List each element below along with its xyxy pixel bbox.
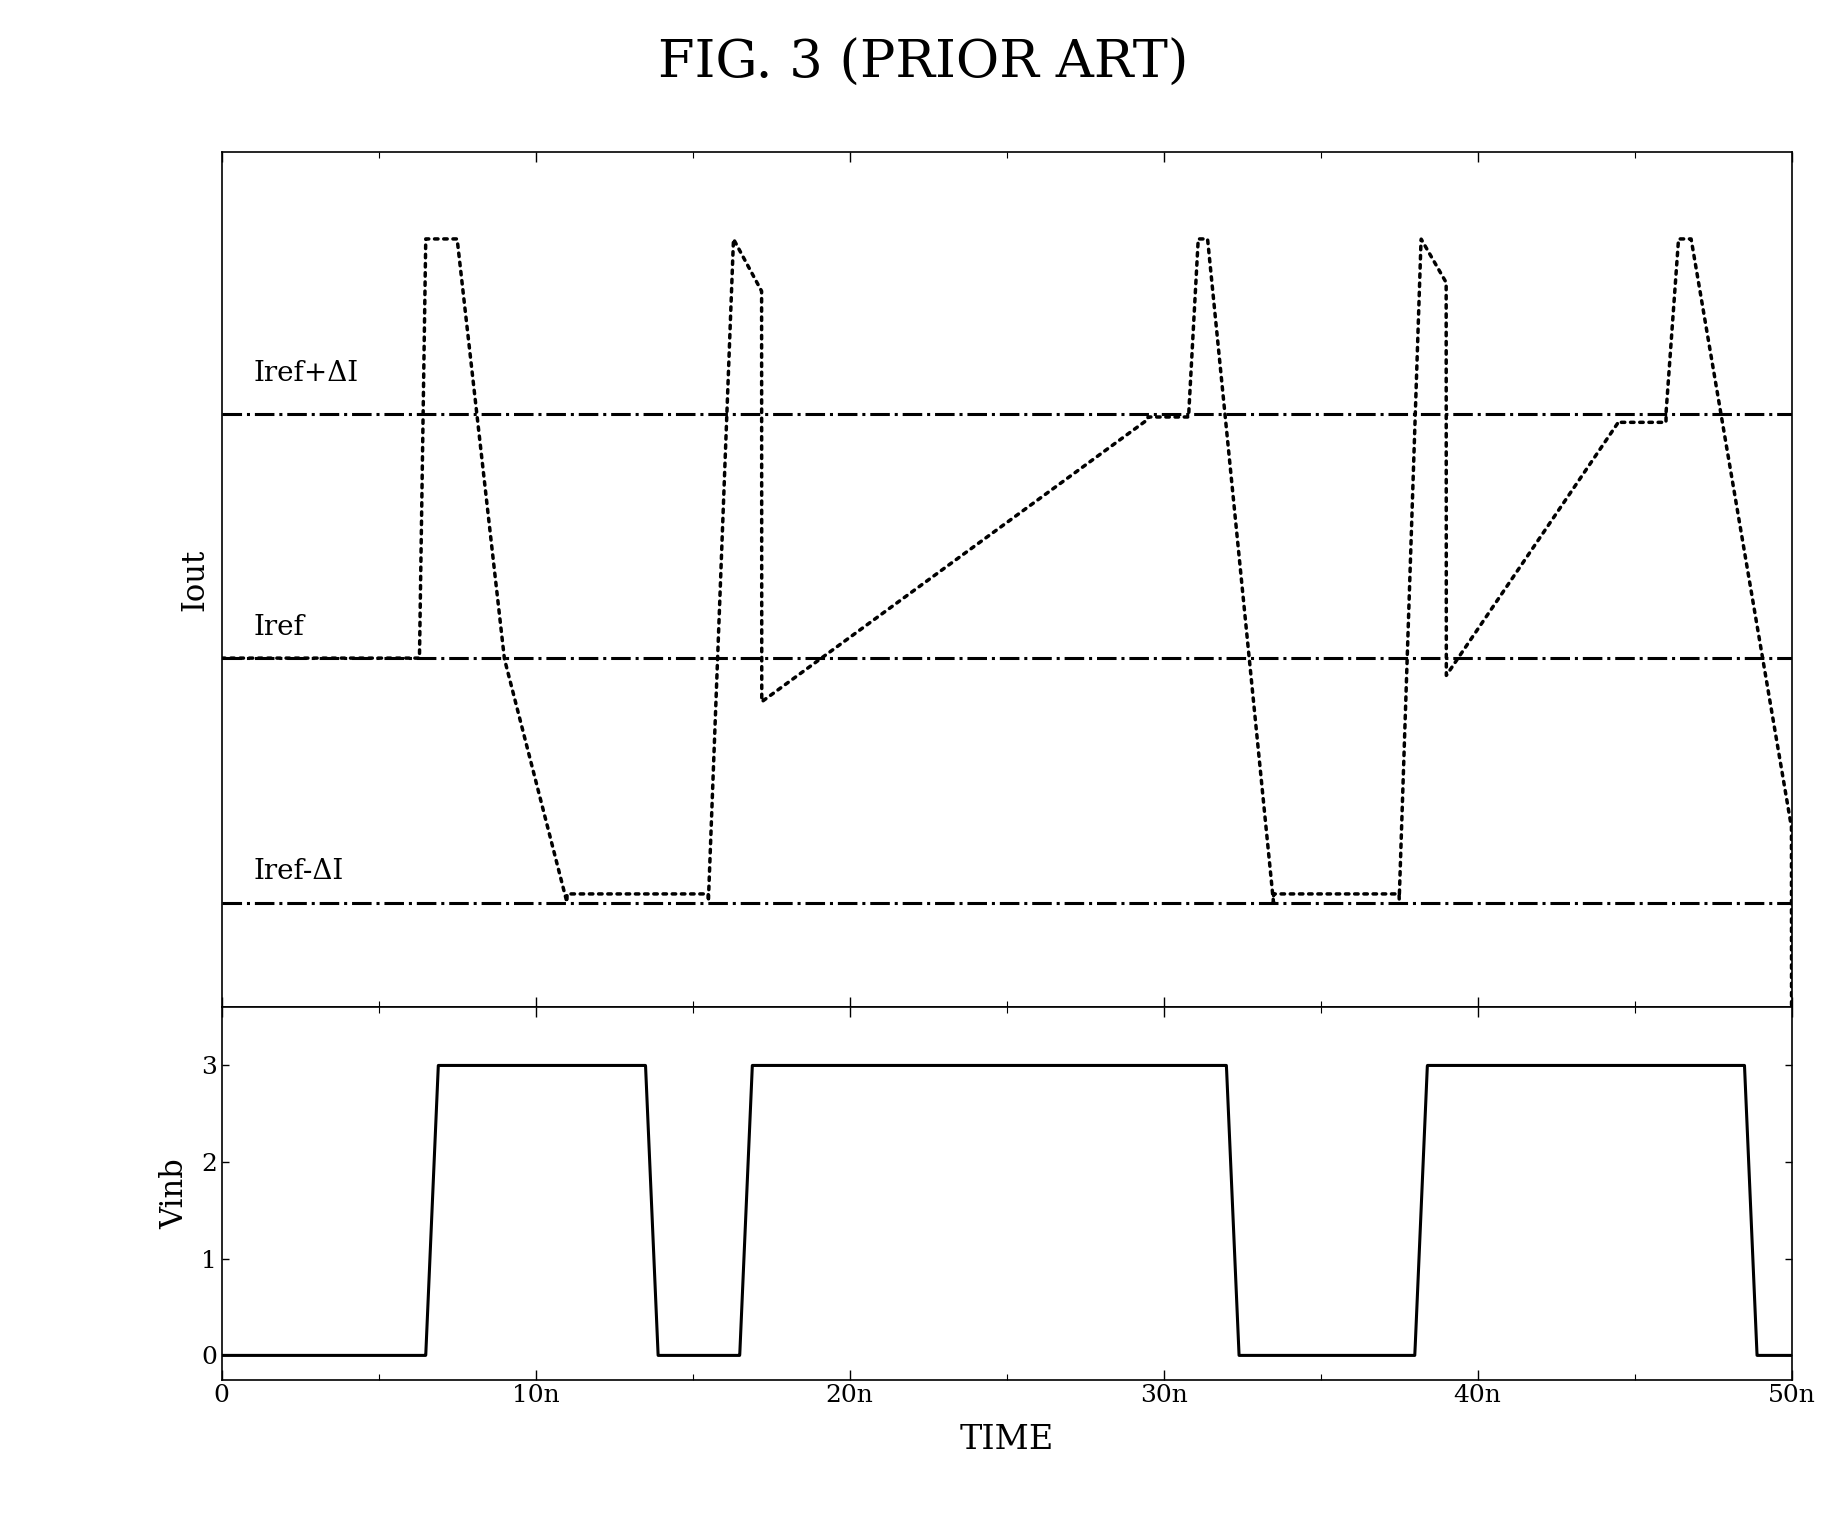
Text: Iref-ΔI: Iref-ΔI: [253, 858, 344, 885]
X-axis label: TIME: TIME: [959, 1424, 1055, 1455]
Y-axis label: Iout: Iout: [179, 549, 211, 611]
Text: Iref: Iref: [253, 614, 305, 641]
Y-axis label: Vinb: Vinb: [159, 1158, 190, 1229]
Text: Iref+ΔI: Iref+ΔI: [253, 361, 358, 388]
Text: FIG. 3 (PRIOR ART): FIG. 3 (PRIOR ART): [658, 38, 1189, 89]
